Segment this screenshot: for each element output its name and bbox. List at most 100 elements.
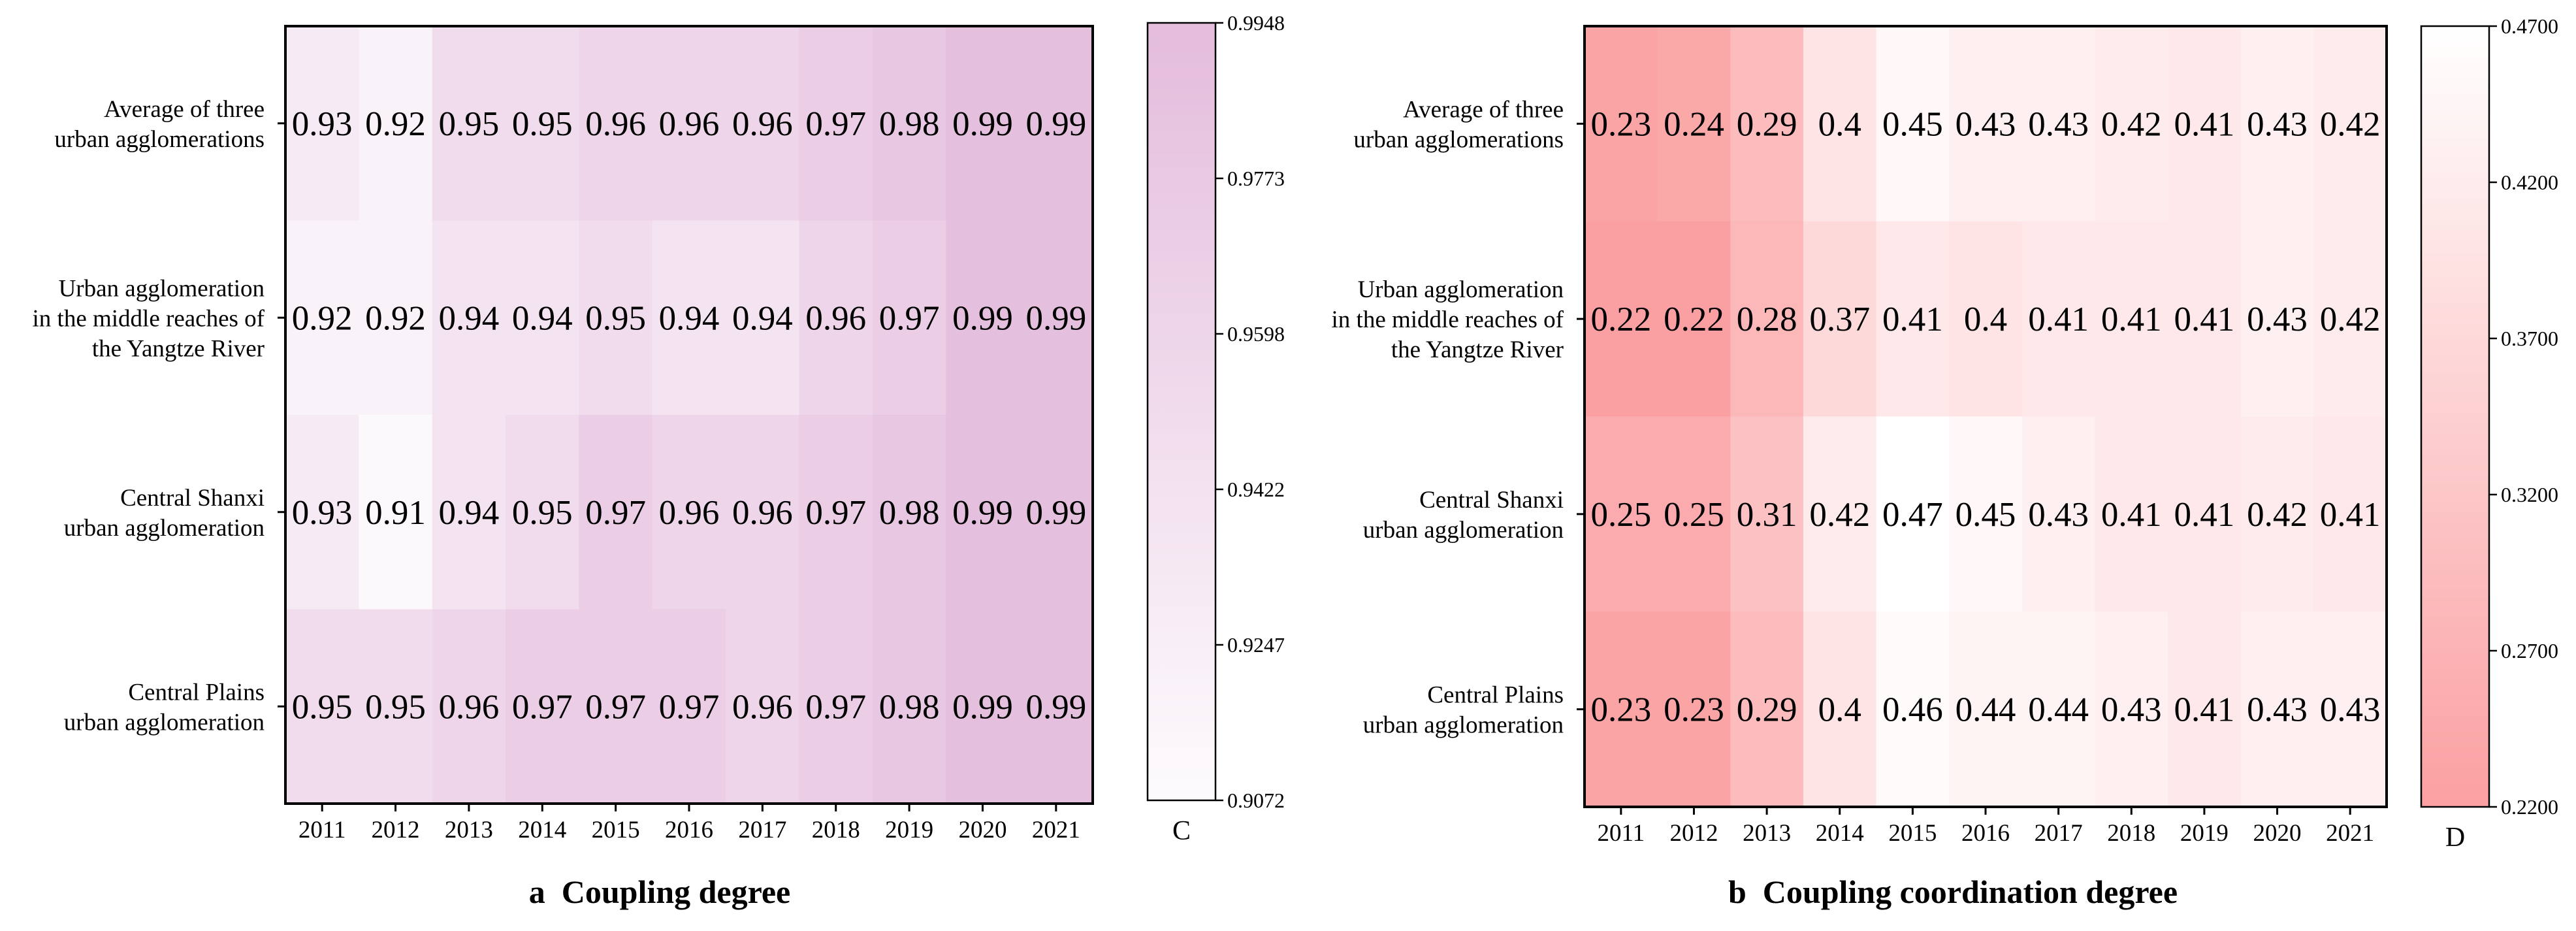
heatmap-cell bbox=[432, 609, 506, 804]
heatmap-cell bbox=[2021, 612, 2096, 808]
cell-value-label: 0.97 bbox=[805, 688, 866, 726]
row-label: Central Plains bbox=[128, 679, 265, 706]
cell-value-label: 0.99 bbox=[952, 688, 1013, 726]
heatmap-cell bbox=[1803, 221, 1877, 417]
cell-value-label: 0.42 bbox=[2247, 496, 2308, 534]
cell-value-label: 0.94 bbox=[659, 299, 720, 337]
heatmap-cell bbox=[579, 26, 653, 221]
heatmap-cell bbox=[946, 609, 1020, 804]
cell-value-label: 0.41 bbox=[2101, 301, 2162, 338]
heatmap-cell bbox=[432, 220, 506, 416]
row-label: urban agglomerations bbox=[1353, 126, 1564, 153]
heatmap-cell bbox=[506, 415, 580, 610]
row-label: Central Plains bbox=[1427, 682, 1564, 709]
cell-value-label: 0.41 bbox=[2174, 691, 2235, 729]
x-tick-label: 2021 bbox=[2326, 820, 2374, 847]
heatmap-cell bbox=[946, 26, 1020, 221]
row-label: Average of three bbox=[104, 96, 265, 123]
heatmap-cell bbox=[1585, 26, 1658, 222]
y-axis: Average of three urban agglomerations Urba… bbox=[33, 96, 285, 736]
heatmap-cell bbox=[1019, 609, 1093, 804]
heatmap-cell bbox=[285, 609, 359, 804]
cell-value-label: 0.28 bbox=[1737, 301, 1797, 338]
heatmap-cell bbox=[2313, 612, 2387, 808]
heatmap-cell bbox=[799, 609, 873, 804]
heatmap-cells bbox=[285, 26, 1093, 804]
heatmap-cell bbox=[1585, 612, 1658, 808]
cell-value-label: 0.96 bbox=[732, 494, 793, 532]
cell-value-label: 0.45 bbox=[1882, 105, 1943, 143]
colorbar-tick-label: 0.4700 bbox=[2501, 14, 2558, 38]
row-label: Central Shanxi bbox=[1419, 487, 1564, 514]
cell-value-label: 0.95 bbox=[365, 688, 426, 726]
cell-value-label: 0.97 bbox=[805, 494, 866, 532]
colorbar-tick-label: 0.9773 bbox=[1227, 167, 1285, 190]
cell-value-label: 0.42 bbox=[2101, 105, 2162, 143]
heatmap-cell bbox=[872, 415, 946, 610]
cell-value-label: 0.41 bbox=[2174, 301, 2235, 338]
heatmap-cell bbox=[1949, 612, 2023, 808]
cell-value-label: 0.92 bbox=[365, 105, 426, 143]
row-label: Central Shanxi bbox=[120, 485, 265, 512]
cell-value-label: 0.23 bbox=[1590, 691, 1651, 729]
heatmap-cell bbox=[652, 415, 726, 610]
row-label: urban agglomerations bbox=[54, 126, 265, 153]
heatmap-cell bbox=[2021, 26, 2096, 222]
x-axis: 2011 2012 2013 2014 2015 2016 2017 2018 2019 2020… bbox=[1597, 807, 2374, 847]
row-label: urban agglomeration bbox=[1363, 712, 1564, 739]
panel-coupling-degree: 0.93 0.92 0.95 0.95 0.96 0.96 0.96 0.97 0.98 0.99… bbox=[33, 11, 1285, 910]
heatmap-cell bbox=[726, 26, 800, 221]
heatmap-cell bbox=[2095, 612, 2168, 808]
heatmap-cell bbox=[799, 220, 873, 416]
x-tick-label: 2017 bbox=[738, 817, 786, 843]
cell-value-label: 0.23 bbox=[1664, 691, 1724, 729]
heatmap-cell bbox=[726, 220, 800, 416]
heatmap-cell bbox=[506, 26, 580, 221]
heatmap-cell bbox=[726, 415, 800, 610]
row-label: Urban agglomeration bbox=[1358, 276, 1564, 303]
cell-value-label: 0.42 bbox=[1809, 496, 1870, 534]
cell-value-label: 0.29 bbox=[1737, 105, 1797, 143]
cell-value-label: 0.4 bbox=[1818, 105, 1861, 143]
row-label: urban agglomeration bbox=[1363, 517, 1564, 544]
x-tick-label: 2015 bbox=[592, 817, 640, 843]
panel-coupling-coordination-degree: 0.23 0.24 0.29 0.4 0.45 0.43 0.43 0.42 0.41 0.43 0… bbox=[1332, 14, 2558, 910]
heatmap-cell bbox=[432, 415, 506, 610]
colorbar-tick-label: 0.2700 bbox=[2501, 639, 2558, 662]
cell-value-label: 0.43 bbox=[2320, 691, 2381, 729]
colorbar-label: C bbox=[1172, 816, 1191, 846]
heatmap-cell bbox=[872, 26, 946, 221]
x-tick-label: 2017 bbox=[2035, 820, 2083, 847]
x-tick-label: 2014 bbox=[1816, 820, 1864, 847]
heatmap-cell bbox=[1019, 415, 1093, 610]
x-tick-label: 2014 bbox=[518, 817, 566, 843]
heatmap-cell bbox=[2240, 26, 2314, 222]
heatmap-cell bbox=[1803, 26, 1877, 222]
panel-title: b Coupling coordination degree bbox=[1728, 874, 2178, 910]
x-tick-label: 2016 bbox=[665, 817, 713, 843]
heatmap-cell bbox=[946, 220, 1020, 416]
cell-value-label: 0.43 bbox=[2028, 105, 2089, 143]
row-label: the Yangtze River bbox=[92, 335, 265, 362]
heatmap-cell bbox=[726, 609, 800, 804]
heatmap-cell bbox=[359, 220, 433, 416]
cell-value-label: 0.99 bbox=[952, 494, 1013, 532]
heatmap-cell bbox=[1585, 221, 1658, 417]
cell-value-label: 0.99 bbox=[1025, 688, 1086, 726]
cell-value-label: 0.91 bbox=[365, 494, 426, 532]
x-tick-label: 2020 bbox=[2253, 820, 2302, 847]
cell-value-label: 0.4 bbox=[1964, 301, 2007, 338]
cell-value-label: 0.43 bbox=[1956, 105, 2016, 143]
heatmap-cell bbox=[2095, 26, 2168, 222]
colorbar-tick-label: 0.9598 bbox=[1227, 322, 1285, 346]
cell-value-label: 0.45 bbox=[1956, 496, 2016, 534]
colorbar-gradient bbox=[2420, 25, 2490, 808]
heatmap-cell bbox=[285, 415, 359, 610]
x-tick-label: 2018 bbox=[2107, 820, 2155, 847]
colorbar: 0.9948 0.9773 0.9598 0.9422 0.9247 0.9072 C bbox=[1146, 11, 1285, 846]
heatmap-cell bbox=[1876, 26, 1950, 222]
heatmap-cell bbox=[285, 26, 359, 221]
row-label: the Yangtze River bbox=[1391, 336, 1564, 363]
heatmap-cell bbox=[1730, 26, 1804, 222]
heatmap-cell bbox=[652, 220, 726, 416]
